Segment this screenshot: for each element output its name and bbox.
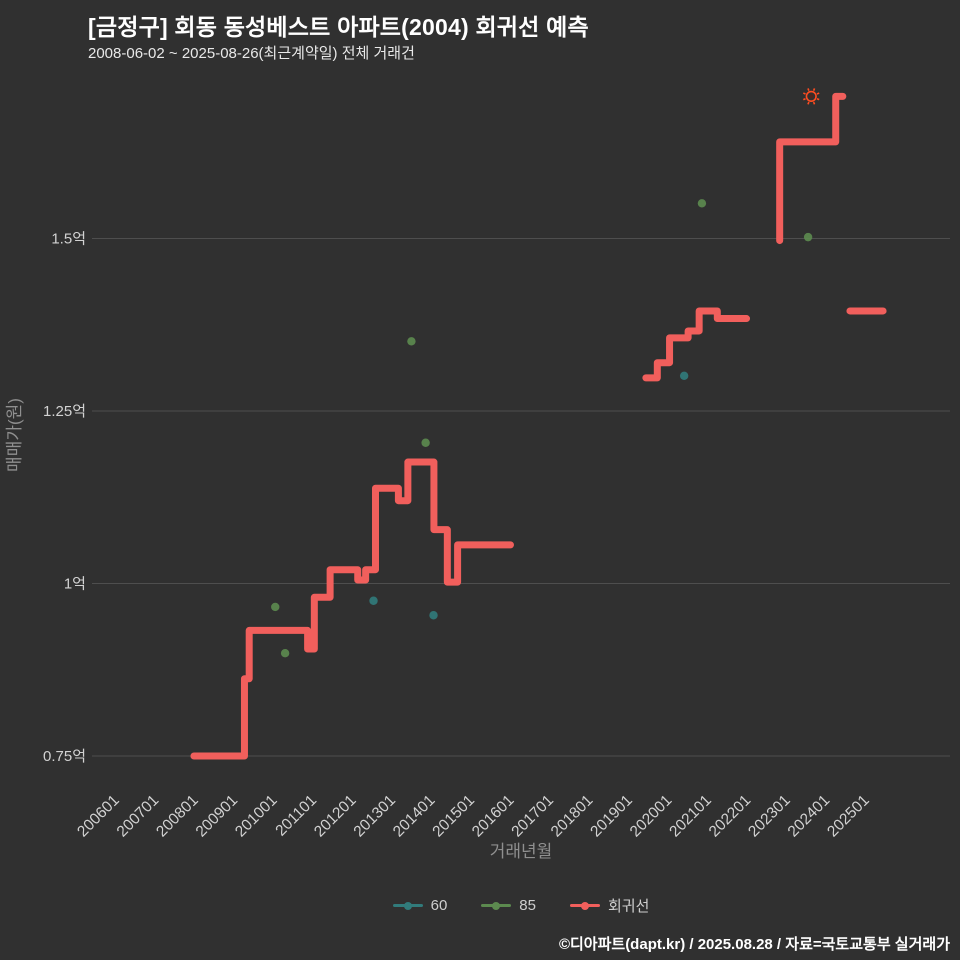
- legend-item-regression[interactable]: 회귀선: [569, 895, 650, 916]
- svg-text:201701: 201701: [508, 792, 557, 841]
- svg-text:200701: 200701: [114, 792, 163, 841]
- svg-text:202301: 202301: [745, 792, 794, 841]
- legend-item-85[interactable]: 85: [481, 897, 536, 914]
- legend-label-85: 85: [519, 897, 536, 914]
- legend-line-85-icon: [481, 901, 512, 910]
- svg-text:1.5억: 1.5억: [51, 231, 86, 248]
- svg-text:매매가(원): 매매가(원): [5, 398, 24, 472]
- chart-title: [금정구] 회동 동성베스트 아파트(2004) 회귀선 예측: [88, 14, 589, 40]
- svg-text:1억: 1억: [64, 576, 86, 593]
- svg-text:200601: 200601: [74, 792, 123, 841]
- svg-text:1.25억: 1.25억: [43, 403, 86, 420]
- svg-text:202101: 202101: [666, 792, 715, 841]
- svg-text:201301: 201301: [351, 792, 400, 841]
- svg-text:202501: 202501: [824, 792, 873, 841]
- svg-text:202401: 202401: [785, 792, 834, 841]
- legend-label-60: 60: [430, 897, 448, 914]
- svg-text:201201: 201201: [311, 792, 360, 841]
- legend: 60 85 회귀선: [92, 895, 950, 916]
- legend-line-60-icon: [392, 901, 423, 910]
- footer-credit: ©디아파트(dapt.kr) / 2025.08.28 / 자료=국토교통부 실…: [558, 936, 950, 953]
- svg-text:201601: 201601: [469, 792, 518, 841]
- svg-text:201401: 201401: [390, 792, 439, 841]
- svg-text:202201: 202201: [706, 792, 755, 841]
- svg-text:201501: 201501: [429, 792, 478, 841]
- svg-text:201101: 201101: [272, 792, 320, 840]
- svg-text:201801: 201801: [548, 792, 597, 841]
- latest-deal-marker: [802, 88, 820, 105]
- legend-item-60[interactable]: 60: [392, 897, 448, 914]
- svg-text:거래년월: 거래년월: [490, 842, 553, 861]
- svg-text:200801: 200801: [153, 792, 202, 841]
- svg-text:201901: 201901: [587, 792, 636, 841]
- chart-subtitle: 2008-06-02 ~ 2025-08-26(최근계약일) 전체 거래건: [88, 45, 415, 62]
- svg-text:201001: 201001: [232, 792, 281, 841]
- svg-text:200901: 200901: [193, 792, 242, 841]
- svg-text:0.75억: 0.75억: [43, 748, 86, 765]
- legend-line-regression-icon: [569, 901, 600, 910]
- legend-label-regression: 회귀선: [607, 898, 650, 915]
- svg-text:202001: 202001: [627, 792, 676, 841]
